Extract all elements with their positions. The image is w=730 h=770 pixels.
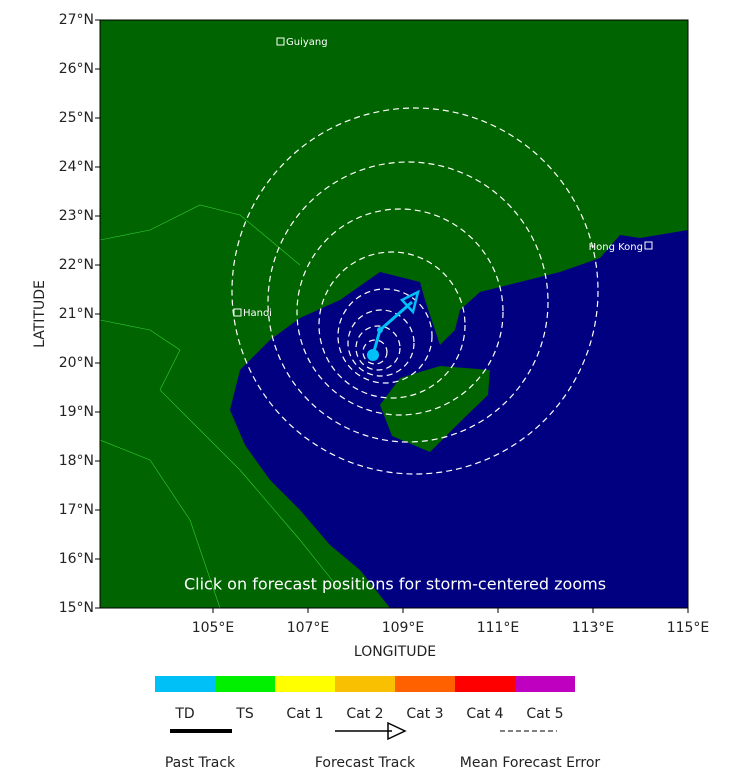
intensity-label: Cat 3 (406, 706, 443, 722)
city-marker (233, 308, 242, 317)
x-tick-label: 105°E (192, 620, 235, 636)
y-tick-label: 15°N (59, 600, 94, 616)
y-tick-label: 25°N (59, 110, 94, 126)
city-marker (276, 37, 285, 46)
y-tick-label: 23°N (59, 208, 94, 224)
intensity-label: TS (235, 706, 254, 722)
legend-line-label: Past Track (165, 755, 236, 770)
intensity-label: TD (174, 706, 194, 722)
city-label: Hanoi (243, 308, 272, 319)
y-tick-label: 19°N (59, 404, 94, 420)
x-tick-label: 109°E (382, 620, 425, 636)
intensity-label: Cat 2 (346, 706, 383, 722)
y-tick-label: 16°N (59, 551, 94, 567)
y-tick-label: 21°N (59, 306, 94, 322)
x-tick-label: 107°E (287, 620, 330, 636)
x-tick-label: 111°E (477, 620, 520, 636)
y-tick-label: 17°N (59, 502, 94, 518)
y-tick-label: 26°N (59, 61, 94, 77)
intensity-swatch (455, 676, 515, 692)
y-tick-label: 22°N (59, 257, 94, 273)
legend-line-label: Forecast Track (315, 755, 416, 770)
intensity-swatch (395, 676, 455, 692)
y-tick-label: 27°N (59, 12, 94, 28)
intensity-label: Cat 5 (526, 706, 563, 722)
intensity-swatch (335, 676, 395, 692)
forecast-arrow-sample (387, 721, 407, 741)
intensity-label: Cat 1 (286, 706, 323, 722)
intensity-swatch (155, 676, 215, 692)
y-tick-label: 20°N (59, 355, 94, 371)
storm-position[interactable] (367, 349, 379, 361)
city-label: Hong Kong (589, 242, 643, 253)
x-axis-label: LONGITUDE (354, 644, 436, 660)
intensity-swatch (275, 676, 335, 692)
legend-line-label: Mean Forecast Error (460, 755, 601, 770)
intensity-label: Cat 4 (466, 706, 503, 722)
city-label: Guiyang (286, 37, 328, 48)
y-tick-label: 18°N (59, 453, 94, 469)
map-note: Click on forecast positions for storm-ce… (184, 575, 606, 594)
map: Guiyang Hanoi Hong Kong Click on forecas… (100, 20, 688, 608)
intensity-swatch (515, 676, 575, 692)
intensity-swatch (215, 676, 275, 692)
borders (100, 204, 341, 608)
forecast-position[interactable] (377, 327, 383, 333)
x-tick-label: 115°E (667, 620, 710, 636)
y-tick-label: 24°N (59, 159, 94, 175)
y-axis-label: LATITUDE (32, 280, 48, 348)
x-tick-label: 113°E (572, 620, 615, 636)
track-arrow (399, 289, 420, 315)
error-cones (231, 107, 599, 475)
city-marker (644, 241, 653, 250)
